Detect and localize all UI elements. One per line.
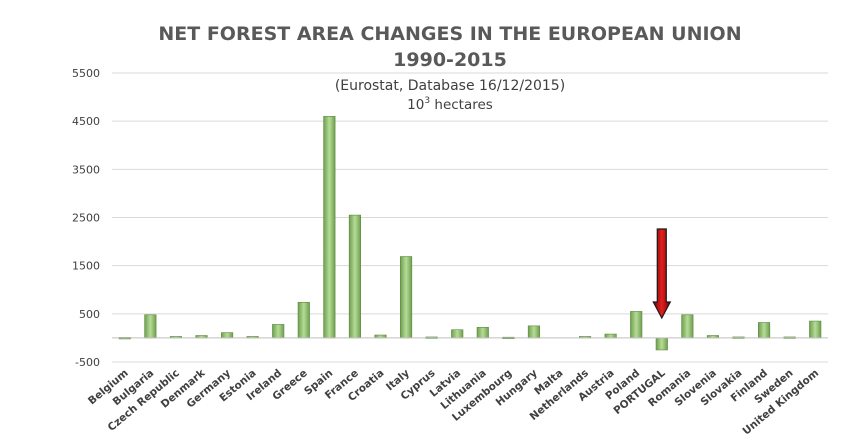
y-tick-label: -500 [75, 356, 100, 369]
bar [758, 322, 771, 339]
highlight-arrow [652, 228, 672, 320]
unit-base: 10 [407, 97, 424, 113]
unit-exponent: 3 [424, 96, 430, 106]
y-axis-ticks: -500 500 1500 2500 3500 4500 5500 [72, 67, 100, 369]
unit-suffix: hectares [430, 97, 493, 113]
bar [348, 214, 361, 339]
y-tick-label: 3500 [72, 163, 100, 176]
bar [144, 314, 157, 339]
bar [630, 311, 643, 339]
gridlines [112, 72, 828, 363]
bar [681, 314, 694, 339]
bar [297, 301, 310, 339]
chart-title-line2: 1990-2015 [393, 49, 507, 71]
bars [112, 116, 828, 351]
bar [604, 333, 617, 339]
y-tick-label: 500 [79, 308, 100, 321]
y-tick-label: 5500 [72, 67, 100, 80]
y-tick-label: 2500 [72, 212, 100, 225]
bar [221, 332, 234, 339]
bar [655, 337, 668, 351]
bar [809, 320, 822, 339]
bar [451, 329, 464, 339]
chart-title-line1: NET FOREST AREA CHANGES IN THE EUROPEAN … [158, 23, 741, 45]
y-tick-label: 1500 [72, 260, 100, 273]
chart-subtitle: (Eurostat, Database 16/12/2015) [335, 78, 565, 94]
bar [400, 256, 413, 339]
y-tick-label: 4500 [72, 115, 100, 128]
bar [476, 327, 489, 339]
bar [527, 325, 540, 339]
bar [323, 116, 336, 339]
down-arrow-icon [652, 228, 672, 320]
bar [272, 324, 285, 339]
chart-unit: 103 hectares [407, 96, 493, 113]
